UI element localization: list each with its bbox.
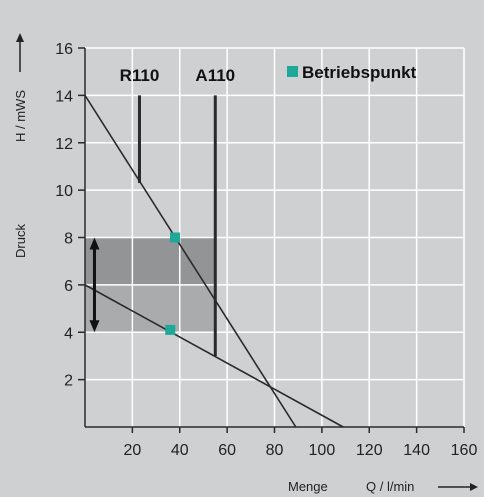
y-tick-label: 6 xyxy=(64,278,73,295)
x-axis-label-menge: Menge xyxy=(288,479,328,494)
y-tick-label: 14 xyxy=(55,88,73,105)
pump-label-r110: R110 xyxy=(120,66,160,85)
tick-labels: 2 4 6 8 10 12 14 16 20 40 60 80 100 120 140 160 xyxy=(55,41,477,459)
chart-axes xyxy=(78,47,465,433)
x-tick-label: 100 xyxy=(309,442,336,459)
x-tick-label: 20 xyxy=(123,442,141,459)
range-arrow-down-icon xyxy=(89,320,100,333)
pump-label-a110: A110 xyxy=(195,66,235,85)
x-tick-label: 40 xyxy=(171,442,189,459)
y-axis-label-druck: Druck xyxy=(13,224,28,258)
legend-label: Betriebspunkt xyxy=(302,63,417,82)
operating-point-2 xyxy=(165,324,176,335)
shade-upper-band xyxy=(85,237,216,285)
y-tick-label: 4 xyxy=(64,325,73,342)
x-tick-label: 60 xyxy=(218,442,236,459)
chart-grid xyxy=(85,47,465,427)
shade-lower-band xyxy=(85,284,216,333)
y-tick-label: 8 xyxy=(64,231,73,248)
x-axis-label-unit: Q / l/min xyxy=(366,479,414,494)
x-tick-label: 80 xyxy=(266,442,284,459)
legend-marker-swatch xyxy=(287,66,298,77)
x-tick-label: 120 xyxy=(356,442,383,459)
operating-point-1 xyxy=(170,232,181,243)
shaded-operating-range xyxy=(85,237,216,333)
y-tick-label: 2 xyxy=(64,373,73,390)
system-curve-1 xyxy=(84,94,297,428)
y-tick-label: 12 xyxy=(55,136,73,153)
chart-legend: Betriebspunkt xyxy=(287,63,417,82)
x-tick-label: 160 xyxy=(451,442,478,459)
y-tick-label: 16 xyxy=(55,41,73,58)
y-axis-arrow-icon xyxy=(16,33,24,72)
operating-points xyxy=(165,232,181,335)
y-axis-label-unit: H / mWS xyxy=(13,90,28,142)
pump-lines: R110 A110 xyxy=(89,66,235,356)
range-arrow-up-icon xyxy=(89,237,100,250)
y-arrow-head xyxy=(16,33,24,42)
x-arrow-head xyxy=(470,483,478,491)
y-tick-label: 10 xyxy=(55,183,73,200)
x-axis-arrow-icon xyxy=(438,483,478,491)
x-tick-label: 140 xyxy=(403,442,430,459)
